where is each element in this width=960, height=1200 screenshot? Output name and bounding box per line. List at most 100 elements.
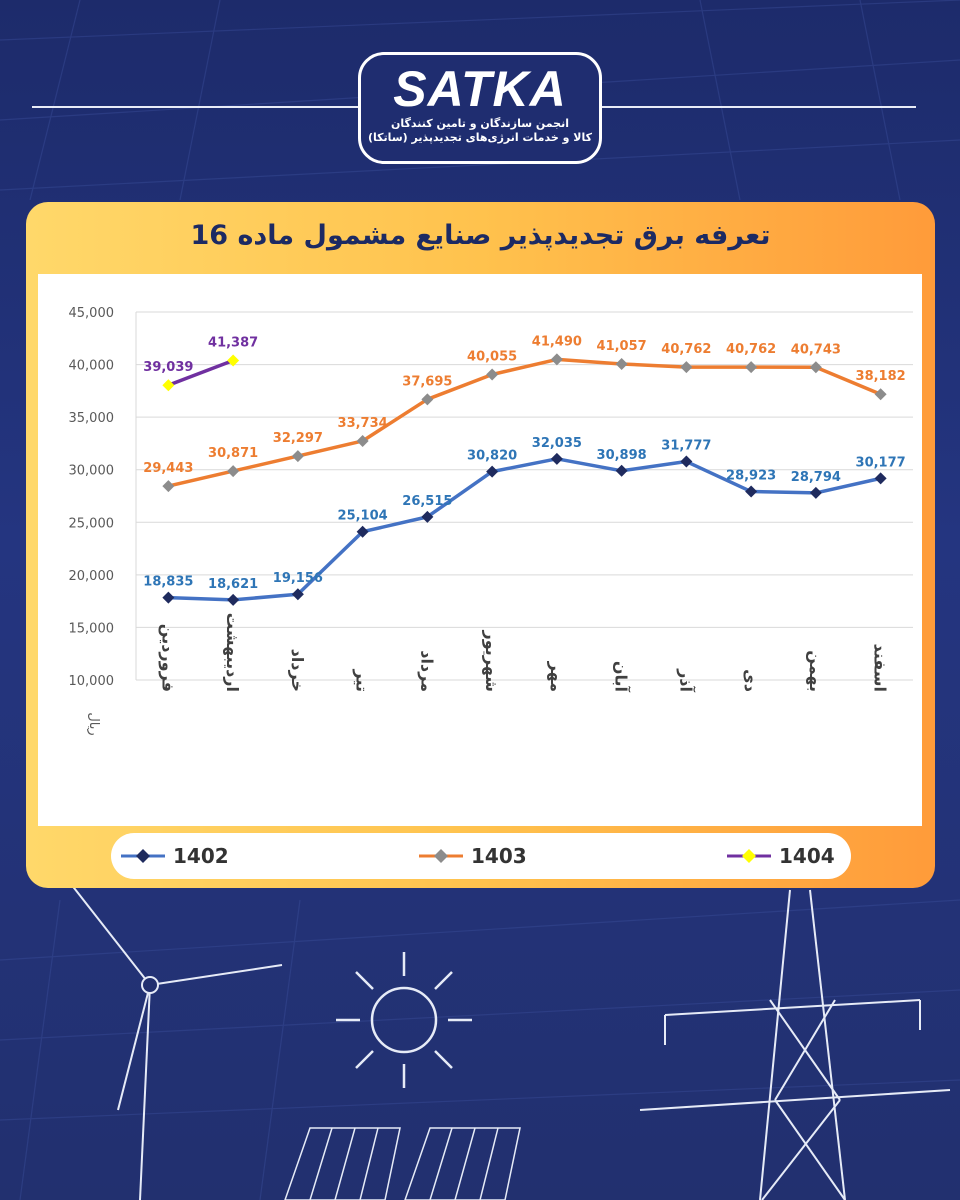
y-tick-label: 10,000 xyxy=(69,674,115,689)
data-label-1403: 40,743 xyxy=(791,342,841,357)
legend-item-1402: 1402 xyxy=(119,833,229,879)
data-point-1402 xyxy=(162,591,175,604)
y-tick-label: 30,000 xyxy=(69,464,115,479)
data-point-1402 xyxy=(227,593,240,606)
x-tick-label: اردیبهشت xyxy=(223,613,242,692)
x-tick-label: آبان xyxy=(612,661,632,693)
data-label-1403: 41,490 xyxy=(532,334,582,349)
y-tick-label: 45,000 xyxy=(69,306,115,321)
data-point-1402 xyxy=(291,588,304,601)
data-point-1402 xyxy=(550,452,563,465)
series-line-1402 xyxy=(168,457,882,602)
y-tick-label: 25,000 xyxy=(69,516,115,531)
sun-icon xyxy=(336,952,472,1088)
series-line-1403 xyxy=(167,357,882,488)
data-label-1402: 31,777 xyxy=(661,439,711,454)
data-point-1403 xyxy=(421,393,434,406)
satka-logo: SATKA انجمن سازندگان و تامین کنندگان کال… xyxy=(358,52,602,164)
x-tick-label: فروردین xyxy=(158,624,177,692)
data-point-1403 xyxy=(550,353,563,366)
y-tick-label: 35,000 xyxy=(69,411,115,426)
x-tick-label: شهریور xyxy=(482,630,501,693)
data-point-1402 xyxy=(615,464,628,477)
y-axis-unit: ریال xyxy=(86,712,101,735)
data-point-1402 xyxy=(421,510,434,523)
data-label-1403: 32,297 xyxy=(273,431,323,446)
data-label-1403: 40,055 xyxy=(467,350,517,365)
legend-item-1403: 1403 xyxy=(417,833,527,879)
series-line-1404 xyxy=(167,358,234,387)
legend-marker-1403 xyxy=(419,849,463,863)
data-label-1403: 29,443 xyxy=(143,461,193,476)
data-label-1402: 30,177 xyxy=(856,455,906,470)
wind-turbine-icon xyxy=(59,869,283,1200)
data-point-1402 xyxy=(356,525,369,538)
data-point-1403 xyxy=(486,368,499,381)
data-label-1402: 30,898 xyxy=(597,448,647,463)
plot-area: 10,000 15,000 20,000 25,000 30,000 35,000 40,0… xyxy=(38,274,922,826)
x-tick-label: اسفند xyxy=(871,643,890,692)
data-point-1404 xyxy=(227,354,240,367)
data-label-1403: 33,734 xyxy=(338,416,388,431)
data-point-1403 xyxy=(162,480,175,493)
legend: 1402 1403 1404 xyxy=(111,833,851,879)
header-line-right xyxy=(602,106,916,108)
data-point-1404 xyxy=(162,379,175,392)
data-label-1402: 30,820 xyxy=(467,449,517,464)
data-label-1402: 18,621 xyxy=(208,577,258,592)
legend-label-1402: 1402 xyxy=(173,844,229,868)
data-point-1402 xyxy=(745,485,758,498)
data-label-1402: 26,515 xyxy=(402,494,452,509)
y-tick-label: 40,000 xyxy=(69,359,115,374)
data-label-1402: 19,156 xyxy=(273,571,323,586)
data-point-1403 xyxy=(615,357,628,370)
data-label-1402: 25,104 xyxy=(338,509,388,524)
logo-subtitle-2: کالا و خدمات انرژی‌های تجدیدپذیر (ساتکا) xyxy=(368,131,592,144)
solar-panel-icon xyxy=(284,1127,521,1200)
header-line-left xyxy=(32,106,358,108)
data-label-1402: 28,794 xyxy=(791,470,841,485)
logo-subtitle-1: انجمن سازندگان و تامین کنندگان xyxy=(390,117,570,130)
data-label-1402: 28,923 xyxy=(726,469,776,484)
data-label-1403: 30,871 xyxy=(208,446,258,461)
data-point-1402 xyxy=(486,465,499,478)
data-point-1403 xyxy=(680,361,693,374)
legend-item-1404: 1404 xyxy=(725,833,835,879)
legend-marker-1402 xyxy=(121,849,165,863)
data-label-1403: 37,695 xyxy=(402,374,452,389)
chart-card: تعرفه برق تجدیدپذیر صنایع مشمول ماده 16 … xyxy=(26,202,935,888)
data-label-1404: 41,387 xyxy=(208,336,258,351)
data-point-1403 xyxy=(291,450,304,463)
x-tick-label: مرداد xyxy=(417,650,436,692)
data-point-1403 xyxy=(809,361,822,374)
y-tick-label: 20,000 xyxy=(69,569,115,584)
legend-label-1404: 1404 xyxy=(779,844,835,868)
logo-text: SATKA xyxy=(393,61,567,117)
data-point-1403 xyxy=(356,434,369,447)
legend-marker-1404 xyxy=(727,849,771,863)
y-tick-label: 15,000 xyxy=(69,621,115,636)
x-tick-label: بهمن xyxy=(806,650,825,692)
data-label-1403: 41,057 xyxy=(597,339,647,354)
power-tower-icon xyxy=(639,889,951,1200)
data-label-1402: 32,035 xyxy=(532,436,582,451)
data-label-1403: 38,182 xyxy=(856,369,906,384)
data-point-1402 xyxy=(680,455,693,468)
data-point-1403 xyxy=(745,361,758,374)
data-label-1402: 18,835 xyxy=(143,575,193,590)
data-point-1402 xyxy=(809,486,822,499)
x-tick-label: خرداد xyxy=(288,649,307,692)
data-label-1403: 40,762 xyxy=(661,342,711,357)
legend-label-1403: 1403 xyxy=(471,844,527,868)
data-point-1402 xyxy=(874,472,887,485)
data-label-1404: 39,039 xyxy=(143,360,193,375)
chart-title: تعرفه برق تجدیدپذیر صنایع مشمول ماده 16 xyxy=(190,220,771,251)
x-tick-label: دی xyxy=(741,669,760,692)
x-tick-label: تیر xyxy=(353,669,372,693)
data-point-1403 xyxy=(227,465,240,478)
x-tick-label: آذر xyxy=(676,668,696,692)
x-tick-label: مهر xyxy=(547,661,566,692)
data-label-1403: 40,762 xyxy=(726,342,776,357)
data-point-1403 xyxy=(874,388,887,401)
